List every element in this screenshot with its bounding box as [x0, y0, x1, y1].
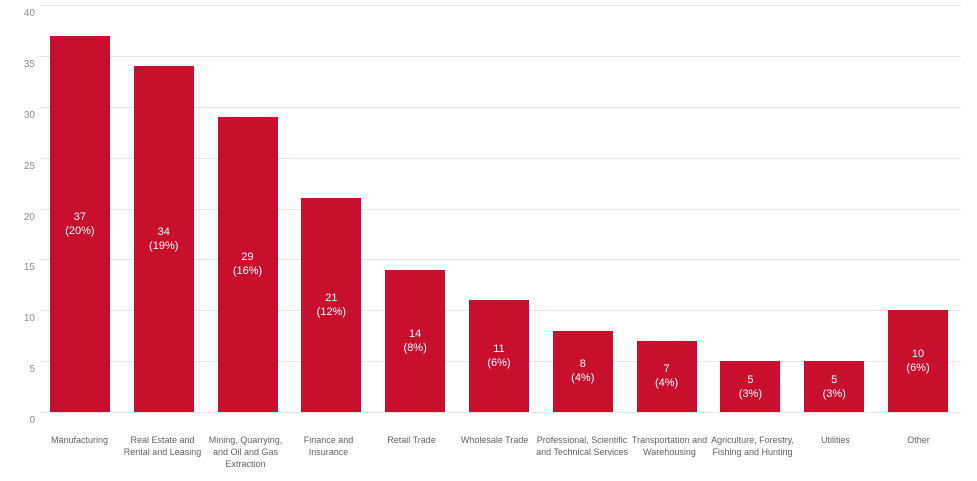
bar-percent: (4%) — [571, 372, 595, 385]
bar-percent: (16%) — [232, 265, 263, 278]
bar-cell: 37 (20%) — [38, 5, 122, 412]
x-axis-label: Real Estate and Rental and Leasing — [123, 435, 202, 457]
bar-count: 5 — [747, 373, 754, 386]
x-axis-label: Professional, Scientific and Technical Se… — [536, 435, 628, 457]
bar-count: 21 — [325, 292, 338, 305]
y-tick-label-20: 20 — [23, 211, 35, 223]
bar-mining-quarrying-and-oil-and-gas-extraction[interactable]: 29 (16%) — [217, 116, 278, 412]
bar-utilities[interactable]: 5 (3%) — [804, 361, 865, 412]
bar-real-estate-and-rental-and-leasing[interactable]: 34 (19%) — [133, 66, 194, 412]
bar-count: 10 — [911, 348, 925, 361]
bar-cell: 5 (3%) — [792, 5, 876, 412]
bar-value-label: 10 (6%) — [906, 347, 929, 375]
bar-percent: (6%) — [487, 357, 511, 370]
bar-value-label: 5 (3%) — [739, 373, 762, 401]
gridline-0 — [40, 412, 961, 413]
bar-value-label: 7 (4%) — [655, 362, 678, 390]
bar-value-label: 5 (3%) — [823, 373, 846, 401]
x-axis-label: Manufacturing — [50, 435, 109, 445]
bar-value-label: 37 (20%) — [65, 210, 94, 238]
x-axis-label: Utilities — [821, 435, 851, 445]
y-tick-label-10: 10 — [23, 313, 35, 325]
bar-value-label: 8 (4%) — [571, 357, 594, 385]
x-axis-label: Agriculture, Forestry, Fishing and Huntin… — [711, 435, 794, 457]
bar-count: 37 — [73, 210, 87, 223]
x-axis-label: Transportation and Warehousing — [631, 435, 708, 457]
bar-percent: (20%) — [65, 224, 95, 237]
bar-manufacturing[interactable]: 37 (20%) — [49, 35, 110, 412]
bar-cell: 10 (6%) — [876, 5, 960, 412]
x-axis-label: Finance and Insurance — [303, 435, 354, 457]
bar-cell: 7 (4%) — [625, 5, 709, 412]
bar-cell: 14 (8%) — [373, 5, 457, 412]
bar-finance-and-insurance[interactable]: 21 (12%) — [301, 198, 362, 412]
bar-cell: 5 (3%) — [709, 5, 793, 412]
y-tick-label-35: 35 — [23, 58, 35, 70]
bar-value-label: 29 (16%) — [233, 250, 262, 278]
bar-agriculture-forestry-fishing-and-hunting[interactable]: 5 (3%) — [720, 361, 781, 412]
bar-value-label: 34 (19%) — [149, 225, 178, 253]
y-tick-label-5: 5 — [29, 364, 35, 376]
bars-container: 37 (20%) 34 (19%) 29 (16%) 21 (12%) 14 (8%) 11 (6%)… — [38, 5, 960, 412]
bar-count: 5 — [831, 373, 838, 386]
gridline-25 — [40, 157, 961, 159]
bar-cell: 8 (4%) — [541, 5, 625, 412]
gridline-20 — [40, 208, 961, 210]
x-axis-label: Retail Trade — [387, 435, 436, 445]
bar-retail-trade[interactable]: 14 (8%) — [385, 269, 446, 412]
bar-count: 14 — [409, 327, 422, 340]
bar-percent: (4%) — [654, 377, 679, 390]
bar-percent: (6%) — [906, 362, 930, 375]
x-axis-label: Wholesale Trade — [460, 435, 529, 445]
y-tick-label-15: 15 — [23, 262, 35, 274]
bar-count: 7 — [663, 363, 670, 376]
bar-professional-scientific-and-technical-services[interactable]: 8 (4%) — [552, 330, 613, 412]
bar-percent: (12%) — [316, 306, 347, 319]
bar-cell: 34 (19%) — [122, 5, 206, 412]
bar-count: 11 — [493, 343, 505, 356]
bar-percent: (19%) — [149, 240, 179, 253]
y-tick-label-40: 40 — [23, 8, 35, 19]
bar-value-label: 21 (12%) — [317, 291, 346, 319]
bar-other[interactable]: 10 (6%) — [888, 310, 949, 412]
gridline-35 — [40, 55, 961, 57]
bar-wholesale-trade[interactable]: 11 (6%) — [468, 300, 529, 412]
bar-count: 34 — [157, 226, 170, 239]
x-axis-labels: Manufacturing Real Estate and Rental and L… — [38, 434, 960, 470]
y-tick-label-25: 25 — [23, 160, 35, 172]
bar-cell: 29 (16%) — [206, 5, 290, 412]
gridline-30 — [40, 106, 961, 108]
gridline-15 — [40, 259, 961, 261]
x-axis-label: Mining, Quarrying, and Oil and Gas Extract… — [208, 435, 283, 469]
bar-count: 8 — [579, 358, 586, 371]
bar-percent: (3%) — [738, 387, 763, 400]
bar-transportation-and-warehousing[interactable]: 7 (4%) — [636, 340, 697, 412]
bar-cell: 11 (6%) — [457, 5, 541, 412]
bar-cell: 21 (12%) — [289, 5, 373, 412]
bar-value-label: 11 (6%) — [487, 342, 510, 370]
y-tick-label-30: 30 — [23, 109, 35, 121]
bar-count: 29 — [241, 251, 254, 264]
bar-percent: (3%) — [822, 387, 846, 400]
bar-percent: (8%) — [403, 341, 427, 354]
gridline-40 — [40, 5, 961, 6]
y-tick-label-0: 0 — [29, 415, 35, 426]
bar-value-label: 14 (8%) — [404, 327, 427, 355]
x-axis-label: Other — [907, 435, 930, 445]
